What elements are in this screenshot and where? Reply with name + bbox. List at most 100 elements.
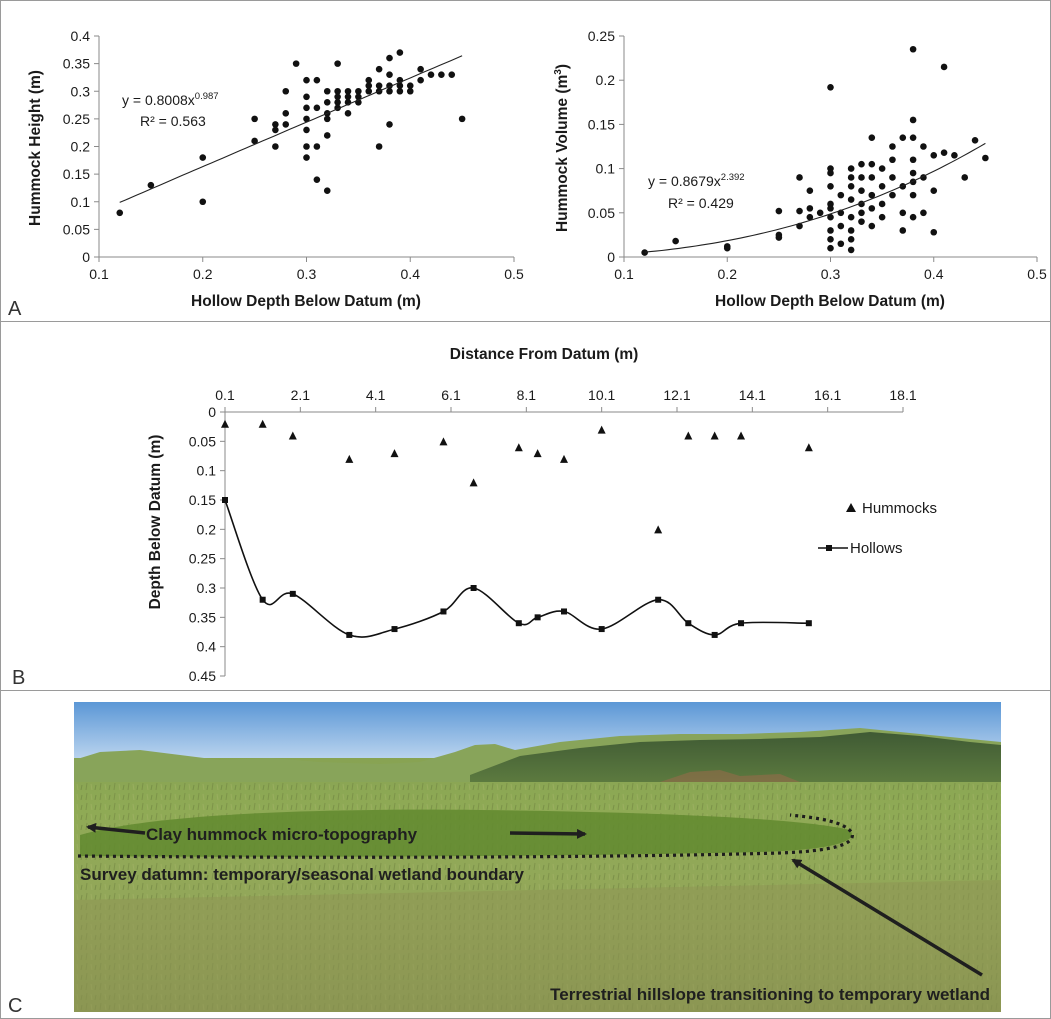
hummock-point <box>710 431 719 440</box>
y-tick-label: 0.45 <box>189 668 216 684</box>
x-tick-label: 10.1 <box>588 387 615 403</box>
hummock-point <box>597 425 606 434</box>
data-point <box>806 187 814 194</box>
data-point <box>837 191 845 199</box>
data-point <box>775 234 783 241</box>
right-arrow <box>509 828 587 839</box>
data-point <box>672 237 679 245</box>
annotation-hillslope: Terrestrial hillslope transitioning to t… <box>550 985 990 1004</box>
x-tick-label: 2.1 <box>291 387 311 403</box>
data-point <box>827 169 834 177</box>
data-point <box>868 134 876 141</box>
data-point <box>858 160 865 168</box>
x-axis-title: Hollow Depth Below Datum (m) <box>191 293 421 310</box>
data-point <box>458 115 466 123</box>
y-tick-label: 0.2 <box>197 521 217 537</box>
data-point <box>920 209 927 217</box>
y-axis-title: Hummock Volume (m3) <box>553 64 571 232</box>
data-point <box>251 115 258 123</box>
data-point <box>323 115 331 123</box>
data-point <box>272 143 279 150</box>
data-point <box>847 196 855 203</box>
data-point <box>448 71 456 78</box>
hummock-point <box>514 443 523 452</box>
data-point <box>909 213 917 221</box>
y-tick-label: 0.1 <box>71 194 91 210</box>
data-point <box>323 187 331 194</box>
data-point <box>375 82 383 90</box>
hummock-point <box>390 449 399 458</box>
data-point <box>899 227 907 234</box>
field-photo: Clay hummock micro-topography Survey dat… <box>74 702 1001 1012</box>
x-tick-label: 18.1 <box>889 387 916 403</box>
hollow-point <box>222 497 228 503</box>
x-tick-label: 0.1 <box>614 266 634 282</box>
hollow-point <box>259 596 266 603</box>
y-tick-label: 0.35 <box>189 609 216 625</box>
x-tick-label: 0.3 <box>297 266 317 282</box>
data-point <box>427 71 435 78</box>
data-point <box>868 160 876 168</box>
hummock-point <box>737 431 746 440</box>
legend-label-hummocks: Hummocks <box>862 500 937 517</box>
data-point <box>982 154 989 162</box>
data-point <box>323 87 331 95</box>
x-tick-label: 0.1 <box>89 266 109 282</box>
data-point <box>344 110 352 117</box>
y-tick-label: 0 <box>607 249 615 265</box>
data-point <box>406 87 414 95</box>
data-point <box>344 87 352 95</box>
hollow-point <box>470 585 477 591</box>
data-point <box>417 76 424 84</box>
hollow-point <box>346 631 353 638</box>
data-point <box>796 174 803 181</box>
data-point <box>365 87 373 95</box>
data-point <box>116 209 124 217</box>
data-point <box>199 154 207 161</box>
x-tick-label: 14.1 <box>739 387 766 403</box>
data-point <box>334 60 341 67</box>
data-point <box>920 143 927 150</box>
data-point <box>355 93 362 101</box>
hollow-point <box>515 620 522 627</box>
panel-label-b: B <box>12 667 25 689</box>
data-point <box>847 236 855 243</box>
hollows-line <box>224 499 809 638</box>
y-axis-title: Depth Below Datum (m) <box>147 435 164 610</box>
data-point <box>303 154 310 161</box>
data-point <box>878 165 886 172</box>
y-tick-label: 0.35 <box>63 56 90 72</box>
y-axis-title: Hummock Height (m) <box>27 70 44 226</box>
x-tick-label: 0.2 <box>193 266 213 282</box>
hollow-point <box>534 614 541 621</box>
x-tick-label: 0.5 <box>504 266 524 282</box>
data-point <box>868 222 876 230</box>
data-point <box>303 104 310 112</box>
data-point <box>847 213 855 221</box>
data-point <box>303 143 310 150</box>
data-point <box>816 209 824 217</box>
y-tick-label: 0.2 <box>71 139 91 155</box>
data-point <box>375 65 383 73</box>
y-tick-label: 0.15 <box>189 492 216 508</box>
y-tick-label: 0.4 <box>197 639 217 655</box>
y-tick-label: 0.25 <box>189 551 216 567</box>
y-tick-label: 0.05 <box>588 205 615 221</box>
data-point <box>282 110 290 117</box>
data-point <box>796 207 803 215</box>
x-tick-label: 0.2 <box>718 266 738 282</box>
data-point <box>930 228 938 236</box>
data-point <box>847 227 855 234</box>
datum-boundary-line <box>77 813 854 859</box>
data-point <box>889 191 896 199</box>
hollow-point <box>655 596 662 603</box>
hummock-point <box>288 431 297 440</box>
data-point <box>406 82 414 90</box>
y-tick-label: 0.2 <box>596 72 616 88</box>
data-point <box>899 209 907 217</box>
data-point <box>868 174 876 181</box>
data-point <box>889 156 896 164</box>
data-point <box>396 49 404 56</box>
data-point <box>386 121 393 128</box>
